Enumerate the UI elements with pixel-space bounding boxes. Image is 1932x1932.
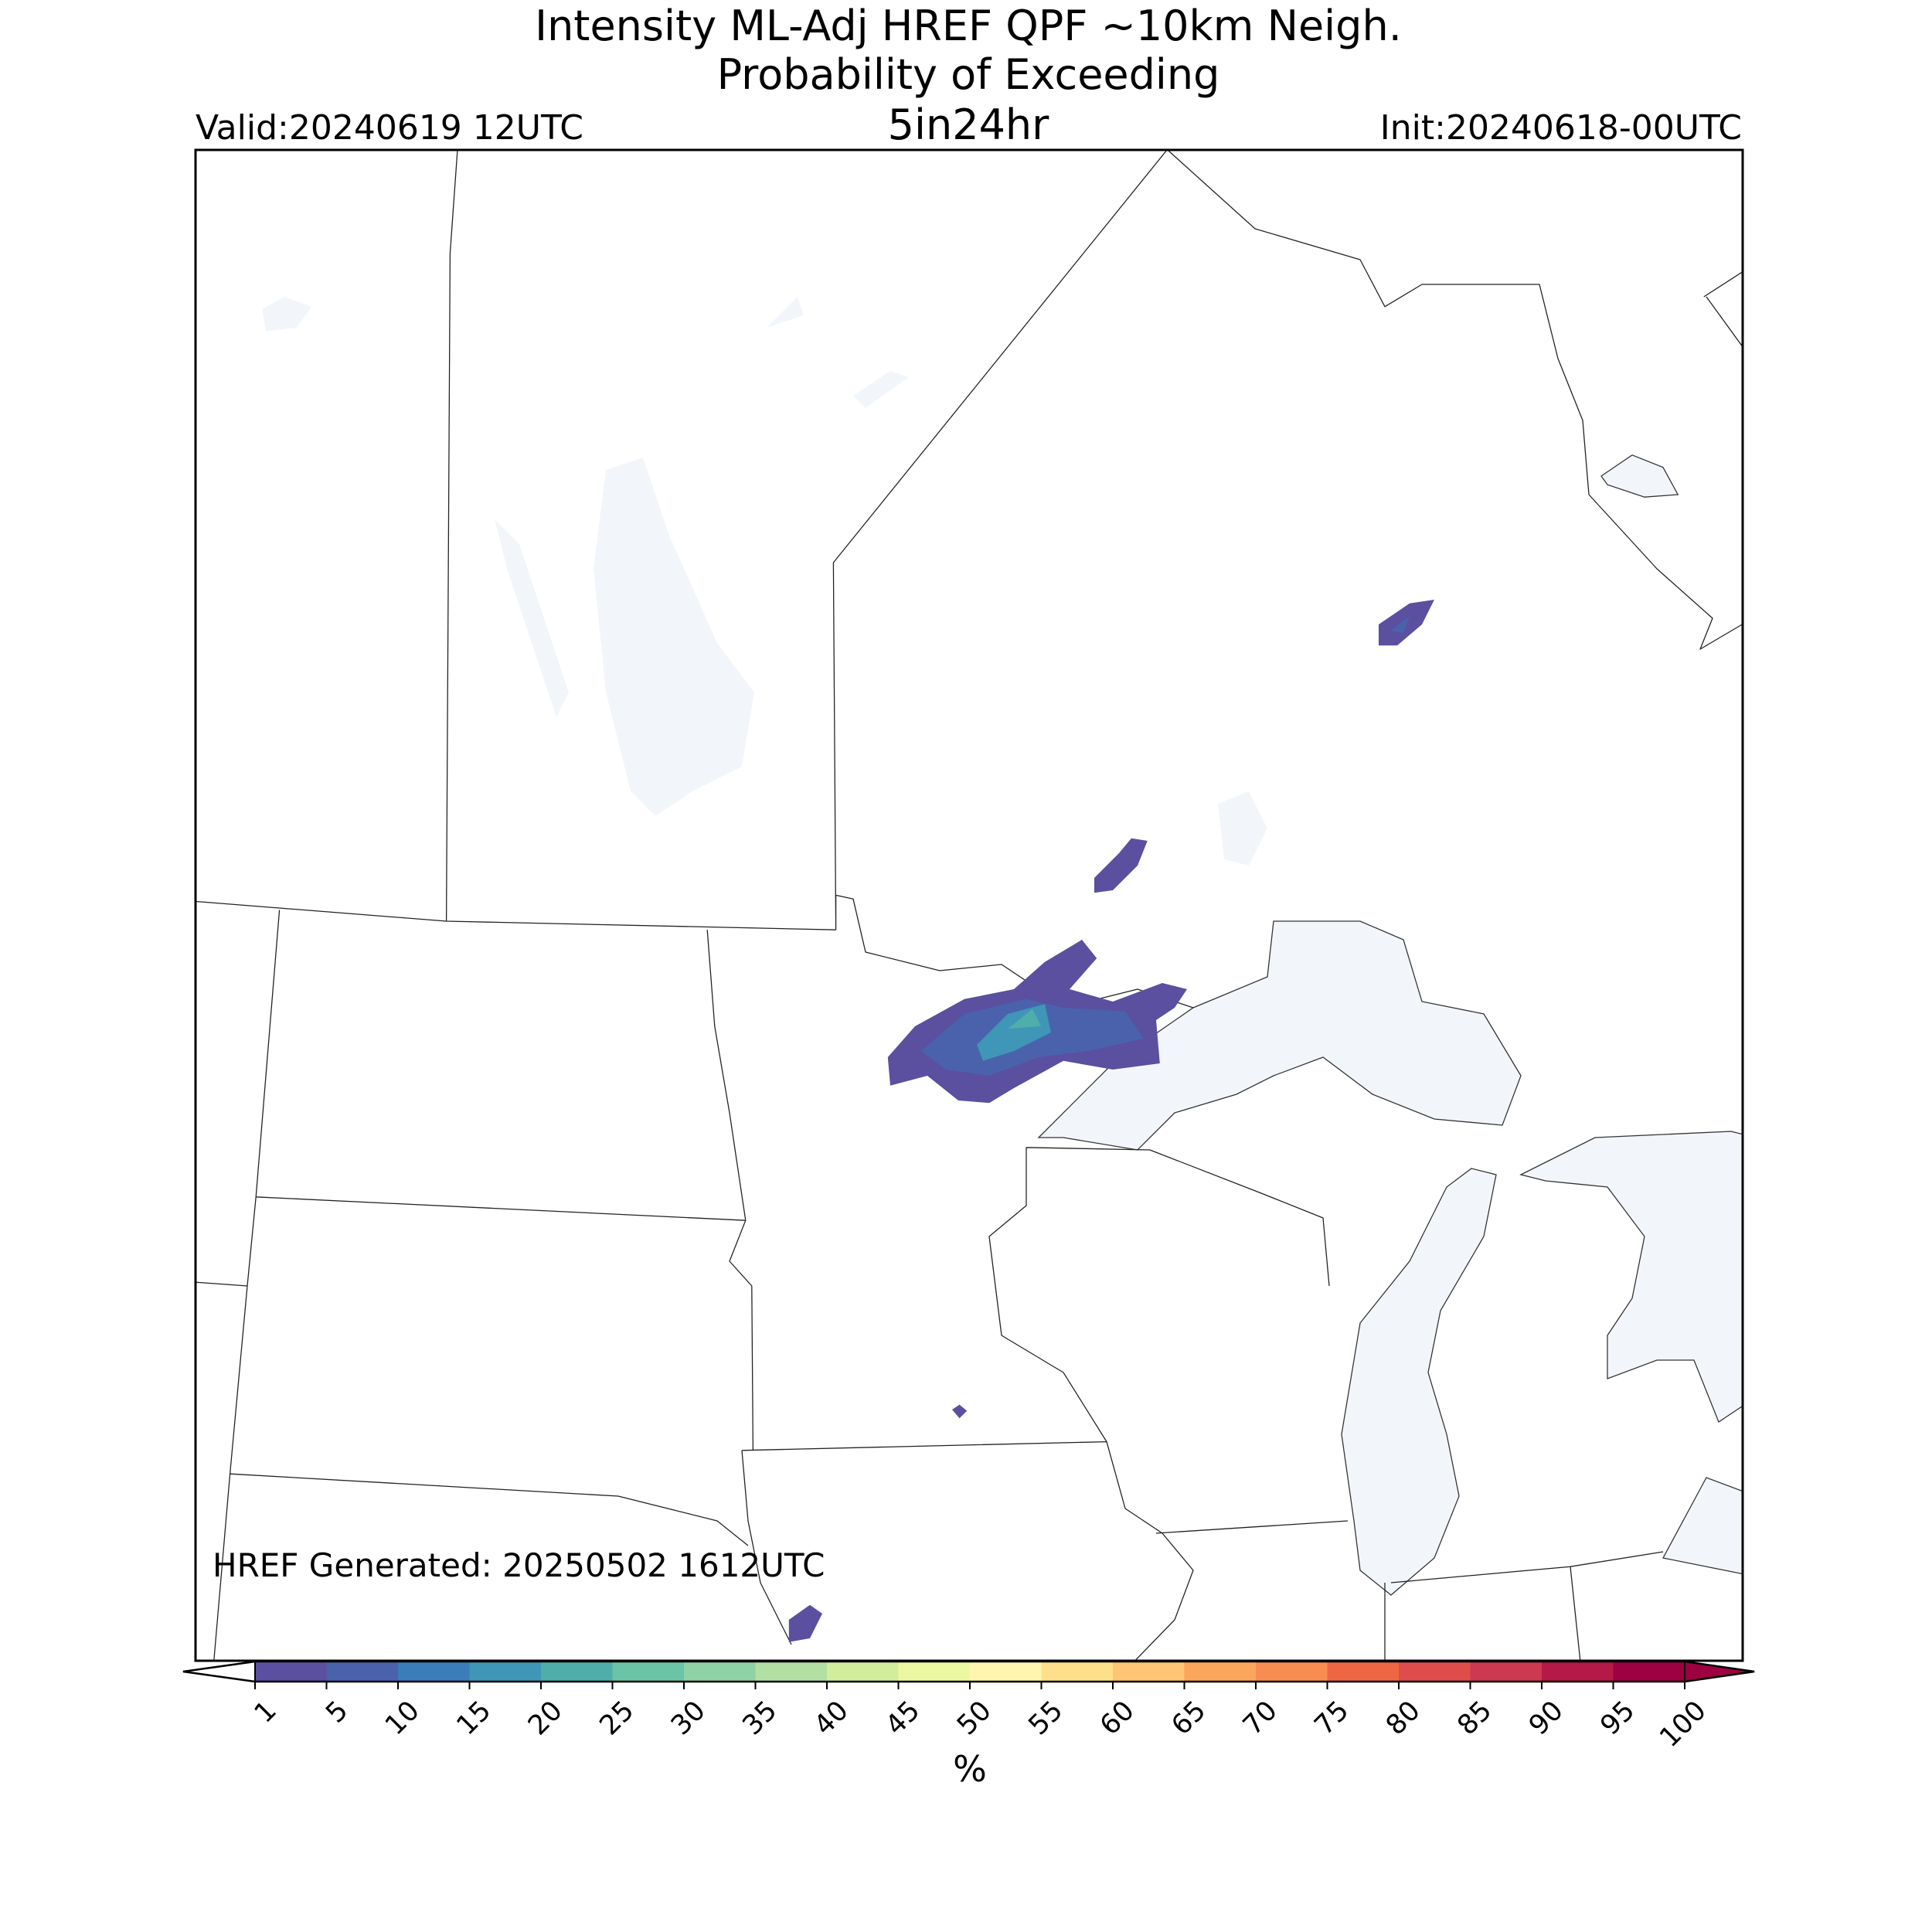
colorbar-tick-label: 1: [249, 1696, 283, 1730]
colorbar-tick-label: 10: [379, 1696, 426, 1742]
colorbar-segment: [970, 1662, 1042, 1682]
colorbar-under: [182, 1660, 256, 1683]
colorbar-segment: [326, 1662, 399, 1682]
colorbar-over: [1684, 1660, 1755, 1683]
colorbar-tick-label: 95: [1595, 1696, 1641, 1742]
colorbar-segment: [1327, 1662, 1400, 1682]
colorbar-tick-label: 70: [1237, 1696, 1284, 1742]
colorbar-segment: [1256, 1662, 1328, 1682]
colorbar: 1 5 10 15 20 25 30 35 40 45 50 55 60 65 70 75 80 85 90 95 10…: [182, 1660, 1755, 1754]
colorbar-segment: [684, 1662, 756, 1682]
colorbar-segment: [1184, 1662, 1257, 1682]
colorbar-segment: [398, 1662, 470, 1682]
colorbar-segment: [255, 1662, 327, 1682]
colorbar-tick-label: 60: [1094, 1696, 1141, 1742]
init-time: Init:20240618-00UTC: [1380, 108, 1742, 148]
colorbar-segment: [469, 1662, 542, 1682]
colorbar-segment: [612, 1662, 685, 1682]
title-line: Intensity ML-Adj HREF QPF ~10km Neigh.: [535, 2, 1402, 50]
colorbar-segment: [1399, 1662, 1471, 1682]
colorbar-tick-label: 75: [1309, 1696, 1355, 1742]
colorbar-tick-label: 20: [522, 1696, 569, 1742]
colorbar-segment: [1613, 1662, 1685, 1682]
colorbar-tick-label: 40: [808, 1696, 855, 1742]
map: [195, 149, 1743, 1661]
colorbar-segment: [755, 1662, 828, 1682]
colorbar-tick-label: 50: [951, 1696, 998, 1742]
colorbar-tick-label: 55: [1023, 1696, 1070, 1742]
colorbar-segment: [898, 1662, 971, 1682]
colorbar-segment: [541, 1662, 613, 1682]
colorbar-tick-label: 100: [1654, 1696, 1713, 1754]
valid-time: Valid:20240619 12UTC: [196, 108, 583, 148]
colorbar-tick-label: 90: [1523, 1696, 1570, 1742]
title-line: Probability of Exceeding: [717, 50, 1220, 99]
colorbar-tick-label: 35: [737, 1696, 784, 1742]
colorbar-tick-label: 65: [1166, 1696, 1213, 1742]
threshold: 5in24hr: [888, 100, 1050, 149]
colorbar-segment: [1113, 1662, 1185, 1682]
colorbar-segment: [1470, 1662, 1543, 1682]
colorbar-tick-label: 30: [665, 1696, 712, 1742]
colorbar-tick-label: 15: [451, 1696, 498, 1742]
colorbar-segment: [827, 1662, 899, 1682]
colorbar-tick-label: 5: [320, 1696, 354, 1730]
generated-note: HREF Generated: 20250502 1612UTC: [213, 1546, 825, 1584]
colorbar-segment: [1542, 1662, 1614, 1682]
colorbar-label: %: [953, 1748, 987, 1790]
colorbar-tick-label: 85: [1452, 1696, 1498, 1742]
colorbar-tick-label: 25: [594, 1696, 641, 1742]
colorbar-segment: [1041, 1662, 1114, 1682]
colorbar-tick-label: 80: [1380, 1696, 1427, 1742]
colorbar-tick-label: 45: [880, 1696, 927, 1742]
